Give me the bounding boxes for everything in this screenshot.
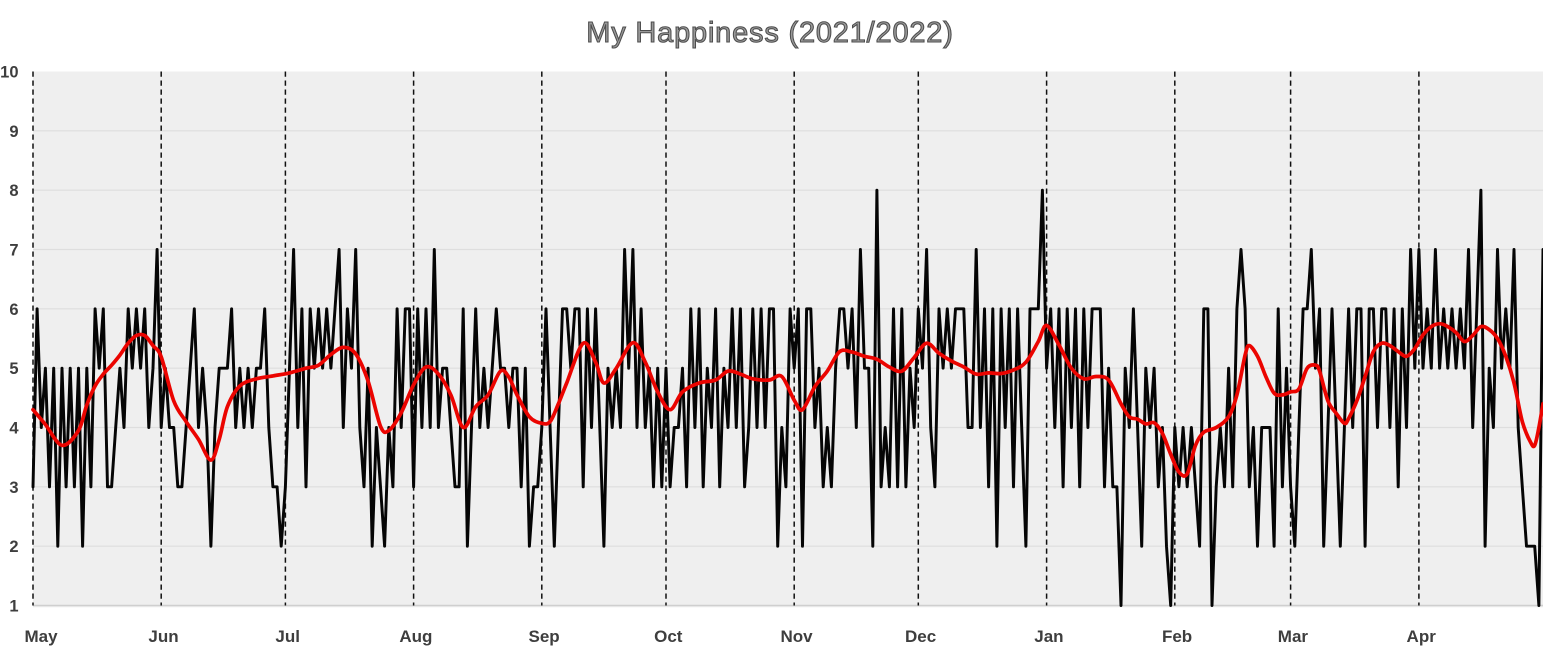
- svg-text:Jul: Jul: [275, 627, 300, 646]
- svg-text:10: 10: [0, 64, 18, 82]
- svg-text:Jan: Jan: [1034, 627, 1063, 646]
- svg-text:Oct: Oct: [654, 627, 683, 646]
- svg-text:7: 7: [9, 242, 18, 260]
- svg-text:8: 8: [9, 182, 18, 200]
- svg-text:Feb: Feb: [1162, 627, 1192, 646]
- svg-text:6: 6: [9, 301, 18, 319]
- svg-text:4: 4: [9, 420, 19, 438]
- svg-text:3: 3: [9, 479, 18, 497]
- svg-text:Sep: Sep: [529, 627, 560, 646]
- svg-text:May: May: [24, 627, 58, 646]
- svg-text:5: 5: [9, 360, 18, 378]
- svg-text:9: 9: [9, 123, 18, 141]
- svg-text:Nov: Nov: [780, 627, 813, 646]
- svg-text:Apr: Apr: [1407, 627, 1437, 646]
- svg-text:1: 1: [9, 598, 18, 616]
- svg-text:Dec: Dec: [905, 627, 936, 646]
- svg-text:Jun: Jun: [148, 627, 178, 646]
- svg-text:My Happiness (2021/2022): My Happiness (2021/2022): [586, 17, 953, 49]
- svg-text:Mar: Mar: [1278, 627, 1309, 646]
- svg-text:Aug: Aug: [399, 627, 432, 646]
- svg-text:2: 2: [9, 538, 18, 556]
